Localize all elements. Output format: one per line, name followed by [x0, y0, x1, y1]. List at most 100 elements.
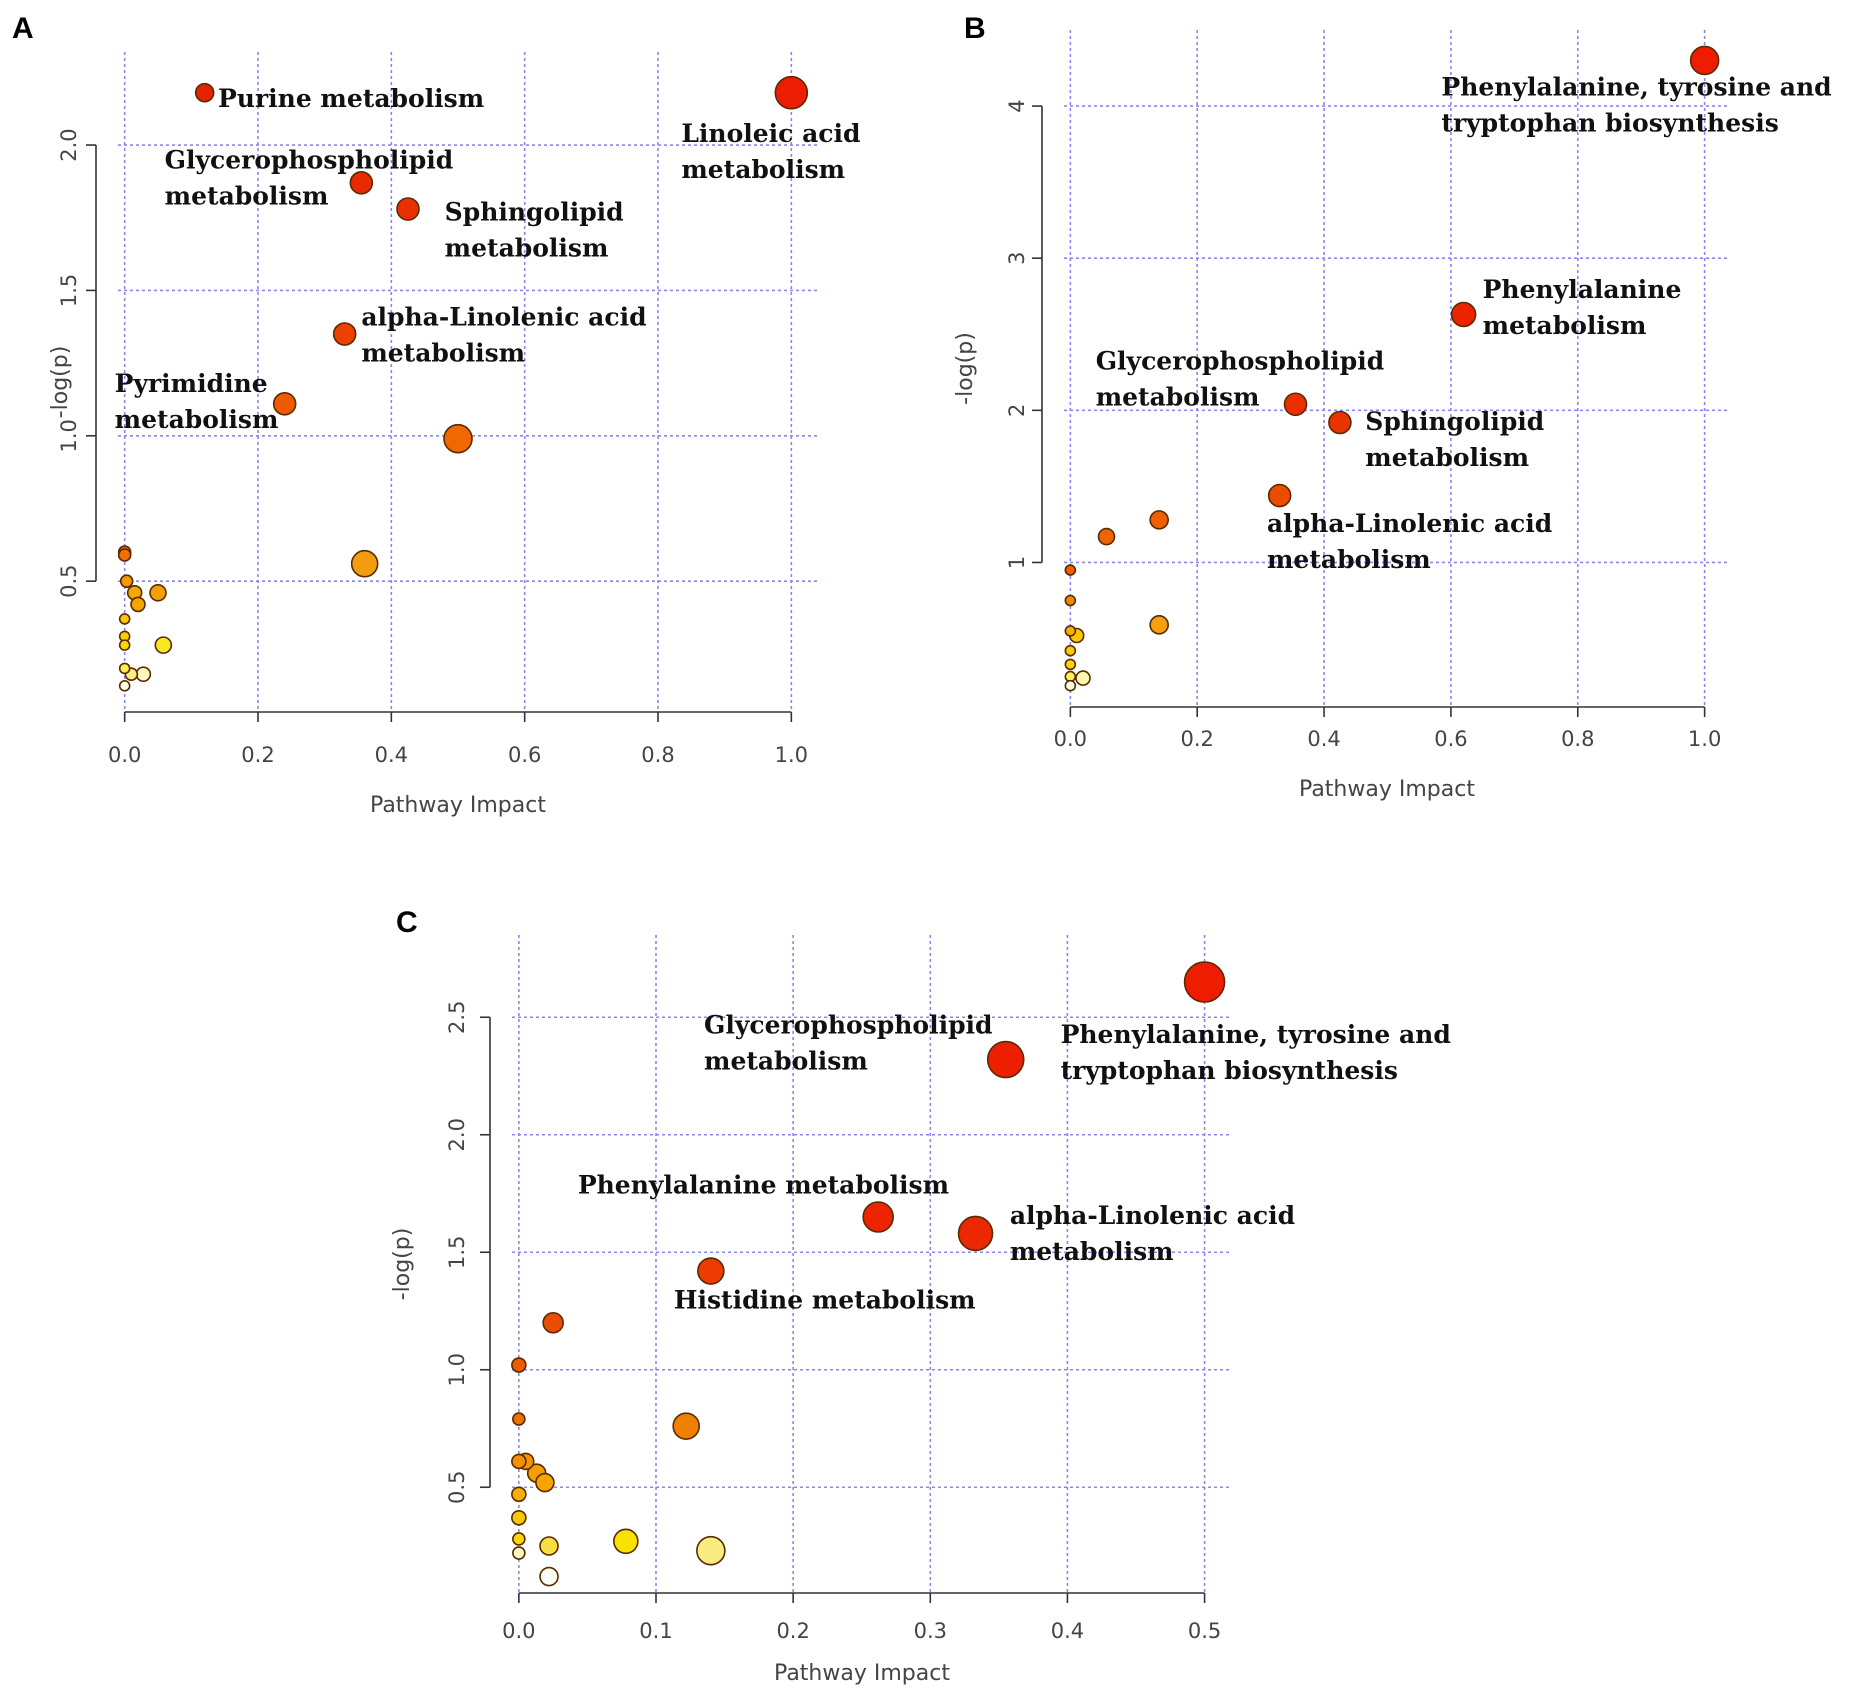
data-point [697, 1257, 725, 1285]
pathway-label-line: Linoleic acid [681, 119, 860, 148]
data-point [350, 549, 379, 578]
y-tick-label: 1 [1005, 556, 1029, 569]
data-point [613, 1528, 639, 1555]
x-axis-title: Pathway Impact [774, 1661, 950, 1686]
data-point [1267, 483, 1292, 508]
data-point [1149, 615, 1169, 635]
pathway-label-line: Purine metabolism [218, 84, 484, 113]
pathway-label-line: metabolism [361, 338, 525, 367]
data-point [1097, 527, 1116, 546]
pathway-label-line: metabolism [1365, 443, 1529, 472]
pathway-label-line: metabolism [1010, 1237, 1174, 1266]
x-tick-label: 0.0 [108, 743, 141, 767]
data-point [511, 1510, 527, 1526]
data-point [1689, 45, 1720, 76]
pathway-label: Linoleic acid metabolism [681, 119, 860, 184]
data-point [539, 1536, 559, 1556]
panel-letter-b: B [964, 12, 986, 45]
pathway-label: Pyrimidine metabolism [115, 369, 279, 434]
data-point [511, 1486, 527, 1503]
pathway-label-line: Glycerophospholipid [165, 145, 454, 174]
data-point [986, 1040, 1025, 1079]
pathway-label-line: Sphingolipid [1365, 407, 1544, 436]
y-tick-label: 1.0 [57, 419, 81, 452]
data-point [194, 82, 215, 103]
data-point [130, 596, 146, 613]
data-point [117, 548, 132, 562]
pathway-label: Phenylalanine, tyrosine and tryptophan bi… [1441, 72, 1831, 137]
pathway-label-line: metabolism [165, 181, 329, 210]
y-tick-label: 3 [1005, 252, 1029, 265]
data-point [1064, 658, 1077, 671]
data-point [1064, 594, 1077, 607]
pathway-label: Purine metabolism [218, 84, 484, 113]
data-point [512, 1412, 526, 1426]
panel-b-plot: 0.0 0.2 0.4 0.6 0.8 1.0 1 2 3 4 Pathway Impact -log… [953, 30, 1832, 802]
x-tick-label: 0.5 [1188, 1619, 1221, 1643]
data-point [862, 1201, 894, 1233]
x-tick-label: 0.0 [1054, 727, 1087, 751]
data-point [696, 1535, 726, 1566]
pathway-label: Histidine metabolism [674, 1286, 976, 1315]
data-point [118, 639, 131, 651]
data-point [1064, 679, 1077, 692]
data-point [118, 662, 131, 675]
panel-letter-a: A [12, 12, 34, 45]
data-point [119, 574, 134, 588]
data-point [1283, 392, 1308, 417]
pathway-label: alpha-Linolenic acid metabolism [361, 302, 646, 367]
y-axis-title: -log(p) [390, 1228, 415, 1301]
data-point [332, 322, 357, 346]
pathway-label-line: Phenylalanine [1483, 275, 1682, 304]
pathway-label-line: tryptophan biosynthesis [1441, 108, 1778, 137]
pathway-label: Glycerophospholipid metabolism [165, 145, 454, 210]
pathway-label-line: metabolism [1096, 382, 1260, 411]
x-tick-label: 0.6 [508, 743, 541, 767]
pathway-label-line: Glycerophospholipid [1096, 346, 1385, 375]
y-tick-label: 1.5 [445, 1236, 469, 1269]
data-point [443, 423, 473, 454]
data-point [135, 666, 152, 683]
y-tick-label: 1.0 [445, 1353, 469, 1386]
y-tick-label: 1.5 [57, 274, 81, 307]
pathway-label: Sphingolipid metabolism [1365, 407, 1544, 472]
x-tick-label: 0.4 [1307, 727, 1340, 751]
data-point [1064, 625, 1077, 637]
pathway-label-line: Glycerophospholipid [704, 1011, 993, 1040]
x-tick-label: 0.8 [1561, 727, 1594, 751]
pathway-label-line: Pyrimidine [115, 369, 268, 398]
x-tick-label: 0.3 [914, 1619, 947, 1643]
y-tick-label: 2.0 [57, 128, 81, 161]
pathway-label-line: Phenylalanine metabolism [578, 1171, 949, 1200]
data-point [396, 197, 420, 221]
x-tick-label: 0.2 [1180, 727, 1213, 751]
y-tick-label: 0.5 [57, 564, 81, 597]
x-axis-title: Pathway Impact [370, 793, 546, 818]
data-point [1064, 564, 1077, 576]
data-point [539, 1566, 559, 1587]
data-point [118, 613, 131, 625]
pathway-label-line: metabolism [1483, 311, 1647, 340]
y-tick-label: 2.5 [445, 1001, 469, 1034]
y-axis-title: -log(p) [48, 346, 73, 419]
x-tick-label: 0.0 [502, 1619, 535, 1643]
data-point [512, 1546, 526, 1560]
data-point [774, 75, 809, 110]
panel-a-plot: 0.0 0.2 0.4 0.6 0.8 1.0 0.5 1.0 1.5 2.0 Pathway Im… [48, 52, 860, 818]
pathway-label: alpha-Linolenic acid metabolism [1267, 509, 1552, 574]
pathway-label: Sphingolipid metabolism [445, 198, 624, 263]
pathway-label: Phenylalanine, tyrosine and tryptophan bi… [1061, 1020, 1451, 1085]
pathway-label-line: tryptophan biosynthesis [1061, 1056, 1398, 1085]
panel-letter-c: C [396, 906, 418, 939]
x-axis-title: Pathway Impact [1299, 777, 1475, 802]
pathway-label-line: metabolism [704, 1047, 868, 1076]
y-tick-label: 0.5 [445, 1471, 469, 1504]
data-point [542, 1311, 564, 1334]
x-tick-label: 0.4 [375, 743, 408, 767]
panel-c-plot: 0.0 0.1 0.2 0.3 0.4 0.5 0.5 1.0 1.5 2.0 2.5 Pathway… [390, 935, 1451, 1686]
pathway-label-line: metabolism [1267, 545, 1431, 574]
pathway-label: Phenylalanine metabolism [578, 1171, 949, 1200]
pathway-label-line: alpha-Linolenic acid [1010, 1201, 1295, 1230]
pathway-label-line: Phenylalanine, tyrosine and [1061, 1020, 1451, 1049]
